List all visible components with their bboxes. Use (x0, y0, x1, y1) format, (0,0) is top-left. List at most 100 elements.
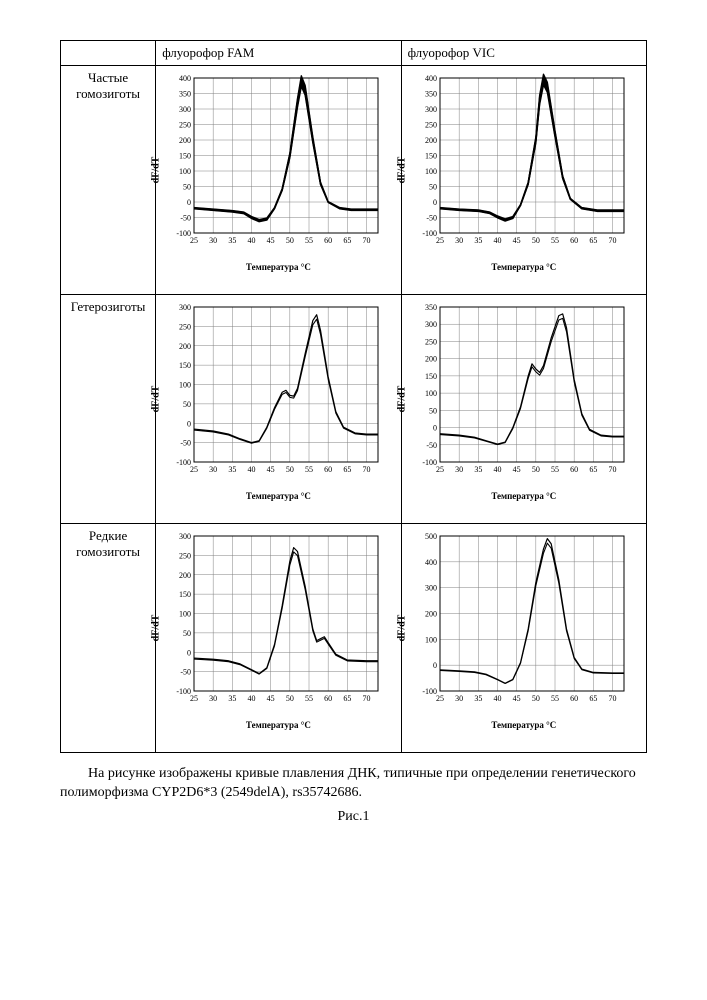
row-label-rare-homo: Редкие гомозиготы (61, 524, 156, 753)
svg-text:150: 150 (179, 590, 191, 599)
svg-text:35: 35 (229, 694, 237, 703)
figure-caption: На рисунке изображены кривые плавления Д… (60, 765, 647, 803)
x-axis-label: Температура °C (246, 262, 311, 272)
svg-text:500: 500 (425, 532, 437, 541)
svg-text:70: 70 (608, 694, 616, 703)
svg-text:300: 300 (425, 105, 437, 114)
x-axis-label: Температура °C (491, 491, 556, 501)
svg-text:100: 100 (179, 381, 191, 390)
svg-text:150: 150 (179, 361, 191, 370)
svg-text:25: 25 (436, 236, 444, 245)
svg-text:45: 45 (267, 694, 275, 703)
svg-text:200: 200 (179, 342, 191, 351)
svg-text:300: 300 (425, 320, 437, 329)
x-axis-label: Температура °C (246, 491, 311, 501)
svg-text:50: 50 (183, 183, 191, 192)
svg-text:35: 35 (229, 236, 237, 245)
svg-text:100: 100 (179, 167, 191, 176)
y-axis-label: dF/dT (396, 615, 407, 642)
svg-text:60: 60 (570, 236, 578, 245)
melting-curves-table: флуорофор FAM флуорофор VIC Частые гомоз… (60, 40, 647, 753)
svg-text:200: 200 (425, 610, 437, 619)
svg-text:35: 35 (474, 694, 482, 703)
svg-text:25: 25 (190, 465, 198, 474)
svg-text:-100: -100 (177, 458, 192, 467)
svg-text:60: 60 (324, 694, 332, 703)
svg-text:50: 50 (429, 406, 437, 415)
svg-text:40: 40 (493, 236, 501, 245)
melting-curve-plot: 25303540455055606570-100-500501001502002… (408, 70, 633, 255)
svg-text:50: 50 (531, 694, 539, 703)
svg-text:50: 50 (286, 465, 294, 474)
svg-text:55: 55 (551, 236, 559, 245)
svg-text:25: 25 (436, 465, 444, 474)
svg-text:60: 60 (324, 236, 332, 245)
y-axis-label: dF/dT (151, 386, 162, 413)
svg-text:-100: -100 (177, 687, 192, 696)
svg-text:-50: -50 (181, 668, 192, 677)
svg-text:50: 50 (531, 236, 539, 245)
chart-freq-homo-fam: dF/dT25303540455055606570-100-5005010015… (156, 66, 401, 295)
svg-text:150: 150 (179, 152, 191, 161)
x-axis-label: Температура °C (246, 720, 311, 730)
svg-text:45: 45 (512, 236, 520, 245)
svg-text:40: 40 (493, 465, 501, 474)
chart-freq-homo-vic: dF/dT25303540455055606570-100-5005010015… (401, 66, 646, 295)
svg-text:55: 55 (305, 465, 313, 474)
svg-text:35: 35 (474, 236, 482, 245)
svg-text:300: 300 (179, 303, 191, 312)
svg-text:60: 60 (324, 465, 332, 474)
chart-hetero-vic: dF/dT25303540455055606570-100-5005010015… (401, 295, 646, 524)
svg-text:65: 65 (344, 694, 352, 703)
svg-text:250: 250 (425, 121, 437, 130)
svg-text:40: 40 (493, 694, 501, 703)
svg-text:100: 100 (425, 167, 437, 176)
svg-text:-50: -50 (426, 441, 437, 450)
svg-text:150: 150 (425, 372, 437, 381)
svg-text:400: 400 (425, 74, 437, 83)
svg-text:-50: -50 (181, 439, 192, 448)
svg-text:-100: -100 (177, 229, 192, 238)
svg-text:50: 50 (183, 400, 191, 409)
svg-text:70: 70 (608, 236, 616, 245)
svg-text:60: 60 (570, 465, 578, 474)
row-label-freq-homo: Частые гомозиготы (61, 66, 156, 295)
row-label-hetero: Гетерозиготы (61, 295, 156, 524)
svg-text:0: 0 (433, 198, 437, 207)
svg-text:200: 200 (179, 136, 191, 145)
svg-text:100: 100 (179, 610, 191, 619)
svg-text:35: 35 (229, 465, 237, 474)
svg-text:30: 30 (209, 465, 217, 474)
chart-hetero-fam: dF/dT25303540455055606570-100-5005010015… (156, 295, 401, 524)
svg-text:30: 30 (455, 236, 463, 245)
chart-rare-homo-fam: dF/dT25303540455055606570-100-5005010015… (156, 524, 401, 753)
svg-text:50: 50 (531, 465, 539, 474)
svg-text:45: 45 (512, 465, 520, 474)
figure-label: Рис.1 (60, 809, 647, 825)
svg-text:30: 30 (455, 694, 463, 703)
svg-text:40: 40 (248, 694, 256, 703)
svg-text:40: 40 (248, 236, 256, 245)
svg-text:25: 25 (190, 694, 198, 703)
svg-text:55: 55 (305, 236, 313, 245)
svg-text:65: 65 (344, 465, 352, 474)
x-axis-label: Температура °C (491, 262, 556, 272)
chart-rare-homo-vic: dF/dT25303540455055606570-10001002003004… (401, 524, 646, 753)
svg-text:-50: -50 (426, 214, 437, 223)
svg-text:350: 350 (179, 90, 191, 99)
svg-text:55: 55 (305, 694, 313, 703)
svg-text:250: 250 (179, 121, 191, 130)
melting-curve-plot: 25303540455055606570-1000100200300400500 (408, 528, 633, 713)
svg-text:0: 0 (433, 661, 437, 670)
svg-text:45: 45 (267, 236, 275, 245)
svg-text:150: 150 (425, 152, 437, 161)
svg-text:40: 40 (248, 465, 256, 474)
svg-text:65: 65 (589, 465, 597, 474)
svg-text:300: 300 (425, 584, 437, 593)
svg-text:200: 200 (179, 571, 191, 580)
svg-text:50: 50 (286, 236, 294, 245)
svg-text:350: 350 (425, 303, 437, 312)
svg-text:300: 300 (179, 105, 191, 114)
melting-curve-plot: 25303540455055606570-100-500501001502002… (162, 299, 387, 484)
svg-text:250: 250 (179, 551, 191, 560)
